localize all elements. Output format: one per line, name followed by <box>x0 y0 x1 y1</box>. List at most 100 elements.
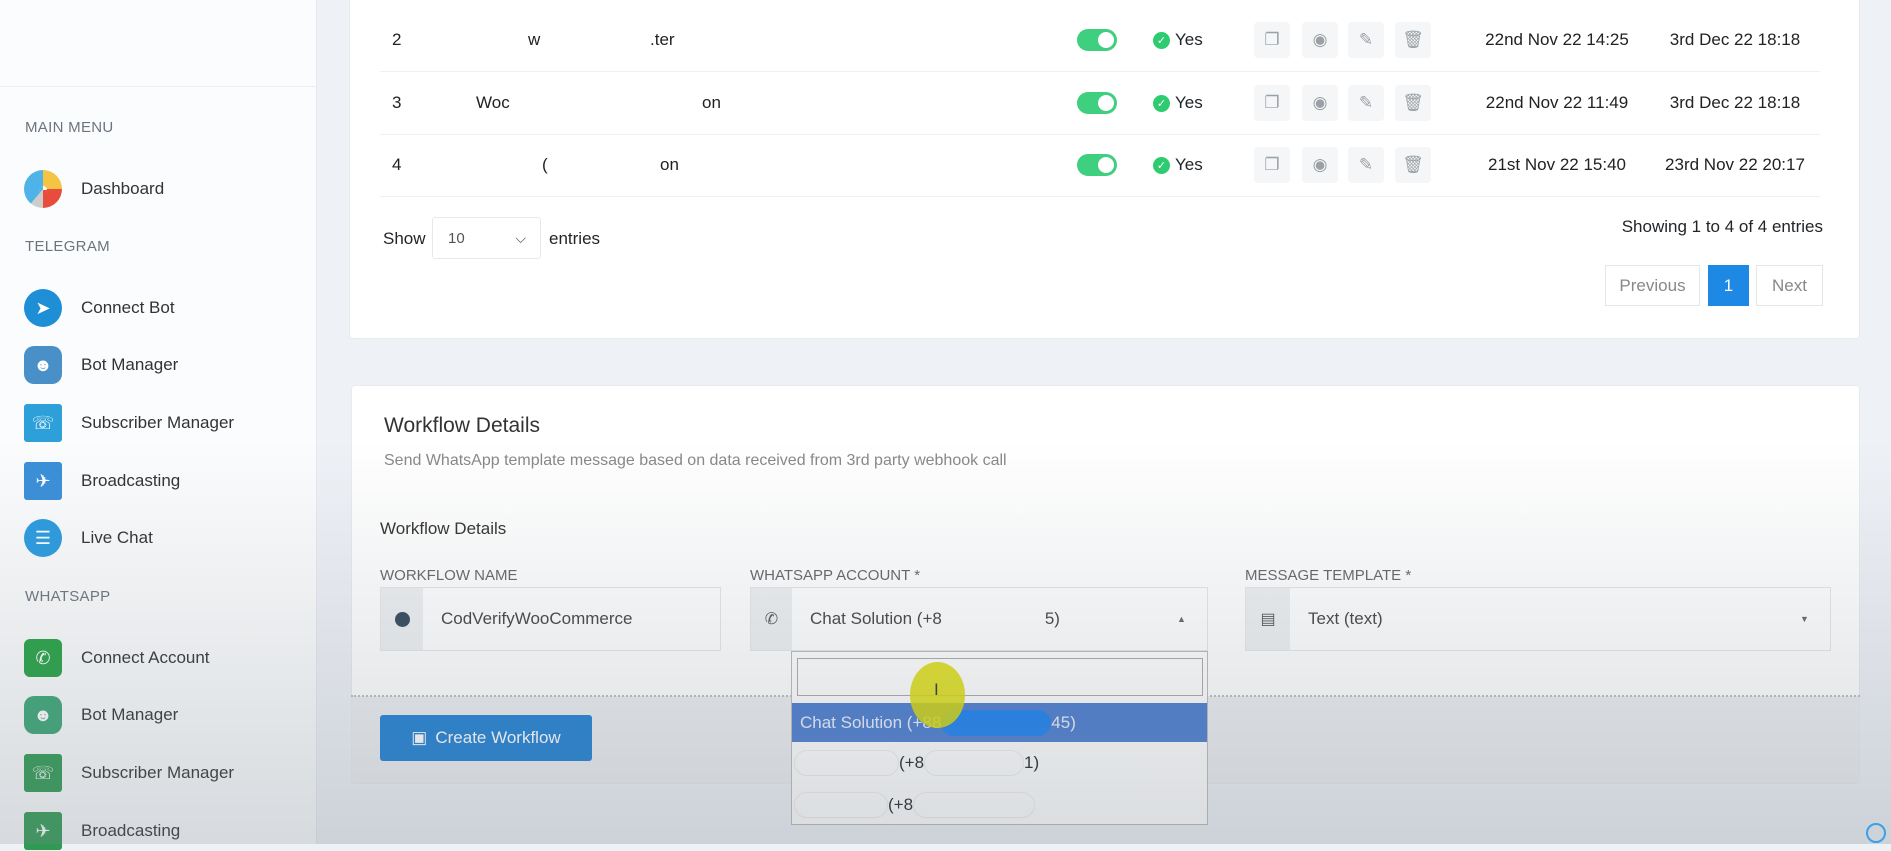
copy-button[interactable]: ❐ <box>1254 147 1290 183</box>
sidebar: MAIN MENU ◔ Dashboard TELEGRAM ➤ Connect B… <box>0 0 317 850</box>
option-label: (+8 <box>888 795 914 814</box>
eye-icon: ◉ <box>1312 30 1328 49</box>
sidebar-item-wa-bot-manager[interactable]: ☻ Bot Manager <box>24 695 304 735</box>
row-divider <box>380 71 1820 72</box>
entries-label: entries <box>549 229 601 248</box>
updated-date: 3rd Dec 22 18:18 <box>1669 93 1801 112</box>
sidebar-item-connect-account[interactable]: ✆ Connect Account <box>24 638 304 678</box>
whatsapp-account-select[interactable]: ✆ Chat Solution (+8 5) ▲ <box>750 587 1208 651</box>
message-template-label: MESSAGE TEMPLATE * <box>1245 567 1412 584</box>
subscriber-icon: ☏ <box>24 404 62 442</box>
message-template-select[interactable]: ▤ Text (text) ▼ <box>1245 587 1831 651</box>
workflow-name-label: WORKFLOW NAME <box>380 567 518 584</box>
robot-icon: ☻ <box>24 346 62 384</box>
sidebar-item-label: Live Chat <box>81 528 153 547</box>
account-dropdown: Chat Solution (+88 45) (+8 1) (+8 <box>791 651 1208 825</box>
create-workflow-label: Create Workflow <box>435 728 561 747</box>
dropdown-search-input[interactable] <box>797 658 1203 696</box>
card-subtitle: Send WhatsApp template message based on … <box>384 452 1007 469</box>
text-cursor-icon: I <box>934 680 939 699</box>
divider <box>0 86 317 87</box>
sidebar-item-label: Connect Bot <box>81 298 175 317</box>
updated-date: 3rd Dec 22 18:18 <box>1669 30 1801 49</box>
created-date: 21st Nov 22 15:40 <box>1488 155 1626 174</box>
chevron-down-icon: ⌵ <box>515 229 526 246</box>
sidebar-item-label: Broadcasting <box>81 471 181 490</box>
help-icon[interactable] <box>1866 823 1886 843</box>
template-value: Text (text) <box>1308 609 1383 628</box>
view-button[interactable]: ◉ <box>1302 147 1338 183</box>
copy-icon: ❐ <box>1264 93 1280 112</box>
row-divider <box>380 196 1820 197</box>
previous-button[interactable]: Previous <box>1605 265 1700 306</box>
edit-button[interactable]: ✎ <box>1348 147 1384 183</box>
sidebar-item-subscriber-manager[interactable]: ☏ Subscriber Manager <box>24 403 304 443</box>
dropdown-option[interactable]: (+8 1) <box>792 744 1207 782</box>
sidebar-item-label: Connect Account <box>81 648 210 667</box>
active-toggle[interactable] <box>1077 154 1117 176</box>
workflow-name-end: on <box>702 93 721 112</box>
trash-icon: 🗑 <box>1402 155 1424 174</box>
sidebar-item-label: Broadcasting <box>81 821 181 840</box>
show-label: Show <box>383 229 426 248</box>
account-value: Chat Solution (+8 <box>810 609 942 628</box>
status-text: Yes <box>1175 30 1203 49</box>
status: ✓ Yes <box>1153 155 1203 175</box>
sidebar-item-dashboard[interactable]: ◔ Dashboard <box>24 169 304 209</box>
sidebar-item-broadcasting[interactable]: ✈ Broadcasting <box>24 461 304 501</box>
check-icon: ✓ <box>1153 94 1170 112</box>
option-label-end: 1) <box>1024 753 1040 772</box>
table-info: Showing 1 to 4 of 4 entries <box>1621 217 1823 236</box>
view-button[interactable]: ◉ <box>1302 85 1338 121</box>
active-toggle[interactable] <box>1077 92 1117 114</box>
row-divider <box>380 134 1820 135</box>
sidebar-item-wa-broadcasting[interactable]: ✈ Broadcasting <box>24 811 304 851</box>
option-label: (+8 <box>899 753 925 772</box>
dropdown-option[interactable]: Chat Solution (+88 45) <box>792 703 1207 742</box>
entries-select[interactable]: 10 ⌵ <box>432 217 541 259</box>
page-1-button[interactable]: 1 <box>1708 265 1749 306</box>
broadcast-icon: ✈ <box>24 462 62 500</box>
broadcast-icon: ✈ <box>24 812 62 850</box>
sidebar-item-label: Bot Manager <box>81 705 179 724</box>
next-button[interactable]: Next <box>1756 265 1823 306</box>
edit-button[interactable]: ✎ <box>1348 85 1384 121</box>
gauge-icon: ◔ <box>24 170 62 208</box>
view-button[interactable]: ◉ <box>1302 22 1338 58</box>
sidebar-item-wa-subscriber-manager[interactable]: ☏ Subscriber Manager <box>24 753 304 793</box>
sidebar-item-connect-bot[interactable]: ➤ Connect Bot <box>24 288 304 328</box>
active-toggle[interactable] <box>1077 29 1117 51</box>
whatsapp-icon: ✆ <box>24 639 62 677</box>
section-title: Workflow Details <box>380 519 507 538</box>
copy-icon: ❐ <box>1264 155 1280 174</box>
workflow-name-end: .ter <box>650 30 675 49</box>
entries-value: 10 <box>448 229 465 247</box>
option-label: Chat Solution (+88 <box>800 712 942 732</box>
workflow-name-input[interactable]: CodVerifyWooCommerce <box>380 587 721 651</box>
sidebar-item-live-chat[interactable]: ☰ Live Chat <box>24 518 304 558</box>
sidebar-item-label: Dashboard <box>81 179 165 198</box>
delete-button[interactable]: 🗑 <box>1395 85 1431 121</box>
created-date: 22nd Nov 22 14:25 <box>1485 30 1629 49</box>
copy-button[interactable]: ❐ <box>1254 85 1290 121</box>
status: ✓ Yes <box>1153 93 1203 113</box>
copy-button[interactable]: ❐ <box>1254 22 1290 58</box>
chat-icon: ☰ <box>24 519 62 557</box>
delete-button[interactable]: 🗑 <box>1395 22 1431 58</box>
status-text: Yes <box>1175 93 1203 112</box>
sidebar-item-label: Bot Manager <box>81 355 179 374</box>
delete-button[interactable]: 🗑 <box>1395 147 1431 183</box>
eye-icon: ◉ <box>1312 155 1328 174</box>
row-number: 4 <box>392 155 402 174</box>
dropdown-option[interactable]: (+8 <box>792 786 1207 824</box>
sidebar-item-bot-manager[interactable]: ☻ Bot Manager <box>24 345 304 385</box>
create-workflow-button[interactable]: ▣ Create Workflow <box>380 715 592 761</box>
edit-button[interactable]: ✎ <box>1348 22 1384 58</box>
status-text: Yes <box>1175 155 1203 174</box>
card-title: Workflow Details <box>384 414 540 437</box>
save-icon: ▣ <box>411 728 428 747</box>
sidebar-item-label: Subscriber Manager <box>81 413 235 432</box>
subscriber-icon: ☏ <box>24 754 62 792</box>
section-heading: WHATSAPP <box>25 588 111 605</box>
section-heading: TELEGRAM <box>25 238 110 255</box>
